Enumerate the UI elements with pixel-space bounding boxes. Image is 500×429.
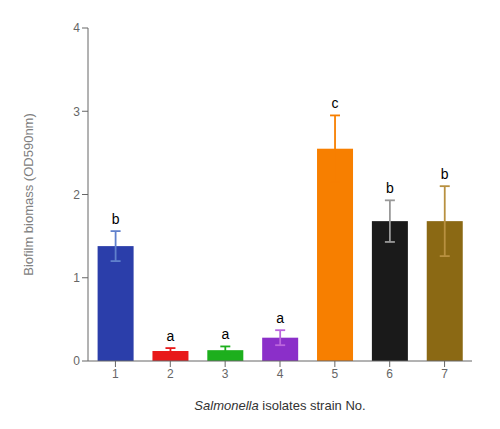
svg-text:a: a (167, 328, 175, 344)
svg-text:4: 4 (277, 367, 284, 381)
svg-text:0: 0 (73, 354, 80, 368)
svg-text:4: 4 (73, 21, 80, 35)
svg-text:2: 2 (167, 367, 174, 381)
svg-text:a: a (221, 326, 229, 342)
svg-text:2: 2 (73, 188, 80, 202)
svg-text:5: 5 (332, 367, 339, 381)
svg-text:Biofilm biomass (OD590nm): Biofilm biomass (OD590nm) (21, 113, 36, 276)
svg-text:1: 1 (73, 271, 80, 285)
svg-text:3: 3 (73, 105, 80, 119)
svg-text:7: 7 (441, 367, 448, 381)
svg-text:b: b (441, 166, 449, 182)
svg-text:1: 1 (112, 367, 119, 381)
svg-text:a: a (276, 310, 284, 326)
svg-text:Salmonella isolates strain No.: Salmonella isolates strain No. (194, 398, 365, 413)
svg-text:6: 6 (386, 367, 393, 381)
svg-text:b: b (112, 211, 120, 227)
svg-text:b: b (386, 180, 394, 196)
svg-text:3: 3 (222, 367, 229, 381)
svg-text:c: c (332, 95, 339, 111)
